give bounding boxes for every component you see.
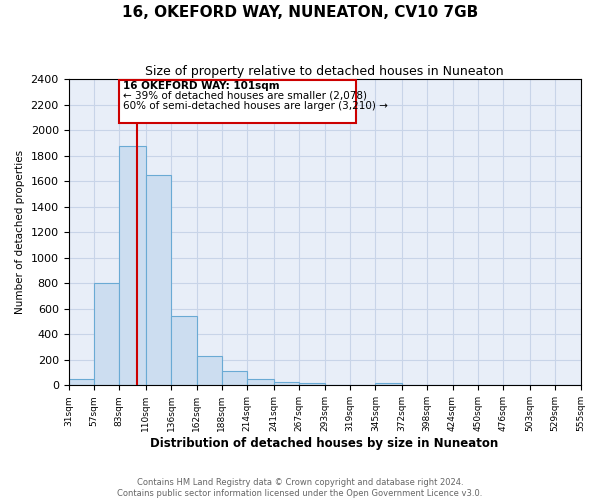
- Bar: [197, 356, 222, 386]
- Y-axis label: Number of detached properties: Number of detached properties: [15, 150, 25, 314]
- Bar: [119, 146, 146, 386]
- FancyBboxPatch shape: [119, 80, 356, 122]
- Bar: [68, 379, 94, 386]
- Text: 60% of semi-detached houses are larger (3,210) →: 60% of semi-detached houses are larger (…: [123, 101, 388, 111]
- Bar: [222, 372, 247, 386]
- Bar: [376, 383, 402, 386]
- Text: 16 OKEFORD WAY: 101sqm: 16 OKEFORD WAY: 101sqm: [123, 81, 280, 91]
- Bar: [274, 382, 299, 386]
- Text: 16, OKEFORD WAY, NUNEATON, CV10 7GB: 16, OKEFORD WAY, NUNEATON, CV10 7GB: [122, 5, 478, 20]
- Bar: [299, 383, 325, 386]
- Text: ← 39% of detached houses are smaller (2,078): ← 39% of detached houses are smaller (2,…: [123, 90, 367, 101]
- Bar: [247, 379, 274, 386]
- Text: Contains HM Land Registry data © Crown copyright and database right 2024.
Contai: Contains HM Land Registry data © Crown c…: [118, 478, 482, 498]
- Bar: [94, 284, 119, 386]
- Bar: [171, 316, 197, 386]
- Bar: [146, 175, 171, 386]
- Title: Size of property relative to detached houses in Nuneaton: Size of property relative to detached ho…: [145, 65, 504, 78]
- X-axis label: Distribution of detached houses by size in Nuneaton: Distribution of detached houses by size …: [151, 437, 499, 450]
